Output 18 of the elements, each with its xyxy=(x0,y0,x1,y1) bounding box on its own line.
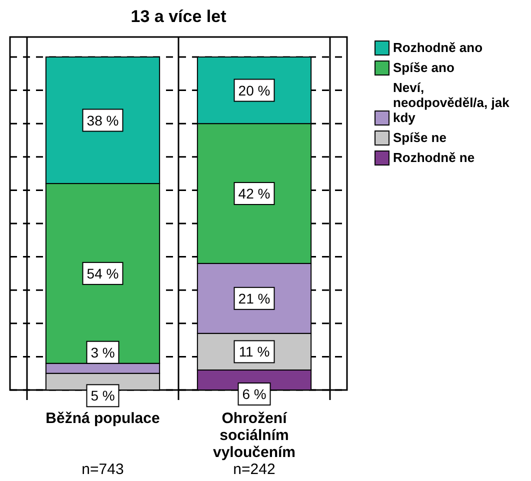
data-label: 3 % xyxy=(90,344,115,360)
text: n=242 xyxy=(233,461,276,478)
legend-label: Rozhodně ne xyxy=(393,150,475,165)
x-tick-label: Běžná populace xyxy=(46,410,160,427)
legend-label: Rozhodně ano xyxy=(393,40,483,55)
data-label: 42 % xyxy=(238,186,270,202)
data-label: 54 % xyxy=(86,265,119,282)
text: n=743 xyxy=(82,461,124,478)
data-label: 21 % xyxy=(238,290,270,306)
data-label: 20 % xyxy=(238,82,270,98)
data-label: 38 % xyxy=(86,112,119,128)
data-label: 11 % xyxy=(238,344,270,360)
text: Neví, neodpověděl/a, jak kdy xyxy=(393,80,510,125)
chart-title: 13 a více let xyxy=(130,7,227,26)
data-label: 5 % xyxy=(90,388,115,404)
legend-label: Spíše ano xyxy=(393,60,454,75)
data-label: 6 % xyxy=(242,386,266,402)
legend-label: Spíše ne xyxy=(393,130,446,145)
